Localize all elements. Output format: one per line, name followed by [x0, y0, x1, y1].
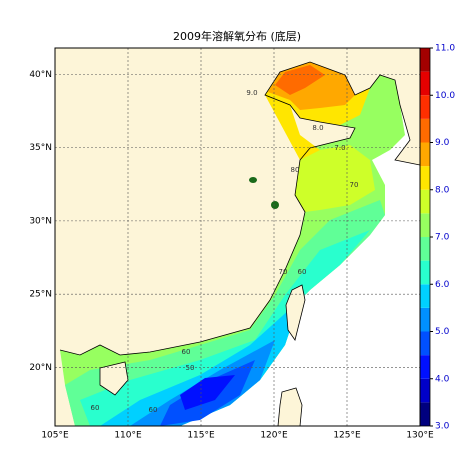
contour-label: 50 [186, 364, 195, 372]
y-tick-label: 40°N [29, 70, 52, 80]
x-tick-label: 125°E [333, 431, 361, 441]
colorbar-tick-label: 9.0 [435, 138, 450, 148]
y-tick-label: 30°N [29, 216, 52, 226]
contour-fill [295, 145, 375, 212]
lake [271, 201, 279, 209]
x-tick-label: 110°E [114, 431, 142, 441]
hainan [99, 361, 129, 396]
colorbar-tick-label: 8.0 [435, 185, 450, 195]
colorbar-tick-label: 5.0 [435, 327, 450, 337]
colorbar-band [420, 213, 430, 237]
contour-label: 8.0 [312, 124, 323, 132]
contour-label: 60 [91, 404, 100, 412]
x-tick-label: 120°E [260, 431, 288, 441]
x-tick-label: 130°E [406, 431, 434, 441]
colorbar-band [420, 142, 430, 167]
y-tick-label: 35°N [29, 143, 52, 153]
contour-fill [65, 200, 385, 426]
colorbar-band [420, 260, 430, 285]
colorbar-band [420, 189, 430, 214]
colorbar-tick-label: 6.0 [435, 280, 450, 290]
colorbar-band [420, 307, 430, 332]
contour-label: 60 [182, 348, 191, 356]
contour-label: 60 [298, 268, 307, 276]
contour-fill [275, 65, 325, 95]
taiwan [285, 284, 306, 341]
map-frame [54, 47, 421, 427]
colorbar-band [420, 237, 430, 261]
x-tick-label: 115°E [187, 431, 215, 441]
colorbar-tick-label: 11.0 [435, 44, 455, 54]
x-tick-label: 105°E [41, 431, 69, 441]
map-title: 2009年溶解氧分布 (底层) [173, 29, 301, 43]
colorbar-tick-label: 4.0 [435, 374, 450, 384]
contour-label: 70 [350, 181, 359, 189]
colorbar-band [420, 378, 430, 403]
contour-fill [80, 230, 370, 426]
colorbar-band [420, 331, 430, 356]
colorbar-tick-label: 3.0 [435, 422, 450, 432]
colorbar-band [420, 284, 430, 308]
colorbar-band [420, 355, 430, 379]
contour-fill [180, 375, 235, 410]
y-tick-label: 20°N [29, 363, 52, 373]
colorbar-tick-label: 7.0 [435, 233, 450, 243]
axes: 105°E 110°E 115°E 120°E 125°E 130°E 20°N 25°N 30… [29, 44, 455, 441]
colorbar-band [420, 71, 430, 96]
colorbar-band [420, 95, 430, 119]
coastline [59, 61, 421, 356]
contour-label: 60 [149, 406, 158, 414]
luzon [277, 387, 303, 427]
contour-label: 80 [291, 166, 300, 174]
colorbar-band [420, 402, 430, 426]
contour-label: 70 [279, 268, 288, 276]
colorbar-band [420, 166, 430, 190]
colorbar-band [420, 48, 430, 72]
contour-label: 9.0 [246, 89, 257, 97]
colorbar-band [420, 118, 430, 143]
contour-label: 7.0 [334, 144, 345, 152]
y-tick-label: 25°N [29, 290, 52, 300]
colorbar-tick-label: 10.0 [435, 91, 455, 101]
lake [249, 177, 257, 183]
